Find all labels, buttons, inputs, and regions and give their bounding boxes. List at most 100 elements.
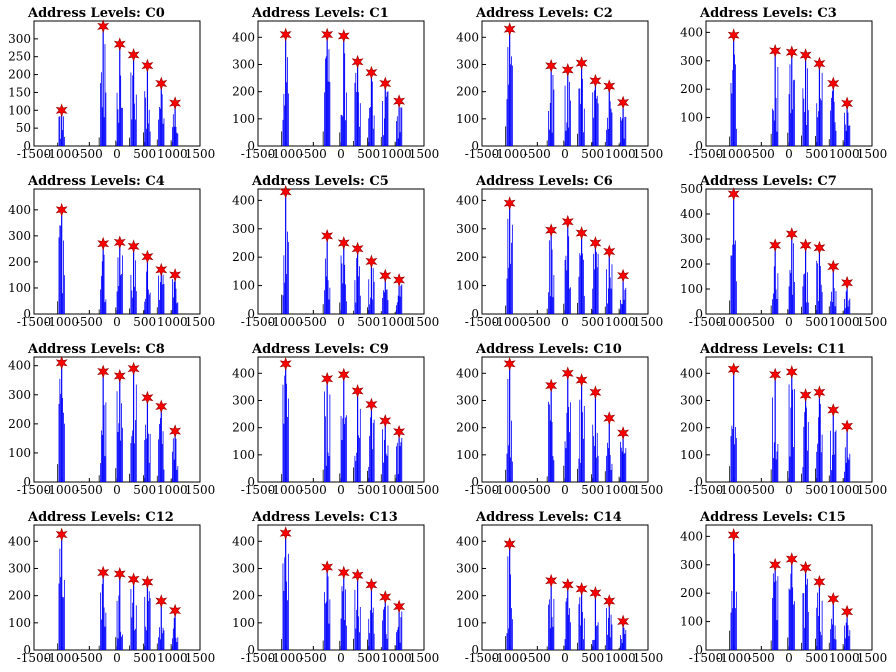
chart-title: Address Levels: C9 [251, 342, 389, 357]
level-marker [155, 594, 168, 609]
level-marker [155, 399, 168, 414]
x-tick-label: -500 [76, 315, 103, 329]
x-tick-label: 1500 [409, 147, 440, 161]
x-tick-label: 1000 [829, 315, 860, 329]
level-marker [365, 254, 378, 269]
x-tick-label: 500 [357, 483, 380, 497]
x-tick-label: -1000 [716, 147, 751, 161]
x-tick-label: 1500 [185, 315, 216, 329]
x-tick-label: 1000 [829, 483, 860, 497]
level-marker [617, 426, 630, 441]
chart-title: Address Levels: C12 [27, 510, 174, 525]
level-marker [127, 48, 140, 62]
x-tick-label: -1000 [44, 147, 79, 161]
x-tick-label: -500 [748, 147, 775, 161]
level-marker [337, 565, 350, 580]
x-tick-label: -1000 [716, 315, 751, 329]
x-tick-label: 500 [581, 147, 604, 161]
y-tick-label: 0 [471, 475, 479, 489]
level-marker [603, 411, 616, 426]
y-tick-label: 400 [232, 193, 255, 207]
y-tick-label: 300 [232, 222, 255, 236]
level-marker [769, 43, 782, 58]
x-tick-label: 1000 [829, 147, 860, 161]
level-marker [379, 76, 392, 91]
chart-panel: Address Levels: C12 0 100 200 300 400 -1500-10… [8, 510, 215, 665]
level-marker [603, 79, 616, 94]
y-tick-label: 0 [23, 307, 31, 321]
level-marker [169, 96, 182, 111]
y-tick-label: 0 [695, 643, 703, 657]
level-marker [545, 58, 558, 73]
x-tick-label: -500 [748, 651, 775, 665]
x-tick-label: -1500 [241, 147, 276, 161]
x-tick-label: 0 [561, 651, 569, 665]
x-tick-label: 0 [337, 651, 345, 665]
x-tick-label: -1000 [268, 315, 303, 329]
y-tick-label: 100 [232, 112, 255, 126]
y-tick-label: 0 [23, 643, 31, 657]
chart-title: Address Levels: C2 [475, 6, 613, 21]
y-tick-label: 0 [247, 139, 255, 153]
level-marker [351, 241, 364, 256]
level-marker [55, 355, 68, 370]
level-marker [545, 378, 558, 393]
level-marker [155, 76, 168, 91]
y-tick-label: 200 [680, 82, 703, 96]
chart-title: Address Levels: C1 [251, 6, 389, 21]
level-marker [279, 27, 292, 42]
level-marker [351, 568, 364, 583]
chart-title: Address Levels: C14 [475, 510, 622, 525]
y-tick-label: 100 [680, 111, 703, 125]
y-tick-label: 300 [8, 561, 31, 575]
x-tick-label: 1500 [185, 147, 216, 161]
chart-panel: Address Levels: C3 0 100 200 300 400 -1500-100… [680, 6, 887, 161]
level-marker [561, 577, 574, 592]
y-tick-label: 200 [232, 250, 255, 264]
x-tick-label: 0 [337, 147, 345, 161]
x-tick-label: -500 [300, 315, 327, 329]
level-marker [337, 236, 350, 250]
y-tick-label: 300 [8, 388, 31, 402]
y-tick-label: 300 [232, 393, 255, 407]
level-marker [589, 586, 602, 600]
chart-title: Address Levels: C5 [251, 174, 389, 189]
x-tick-label: 1000 [605, 315, 636, 329]
x-tick-label: -1500 [465, 651, 500, 665]
level-marker [545, 223, 558, 238]
y-tick-label: 400 [232, 534, 255, 548]
x-tick-label: 0 [113, 651, 121, 665]
level-marker [575, 373, 588, 388]
x-tick-label: 500 [133, 651, 156, 665]
y-tick-label: 0 [247, 643, 255, 657]
x-tick-label: 1500 [857, 651, 888, 665]
level-marker [727, 362, 740, 377]
level-marker [841, 96, 854, 111]
y-tick-label: 100 [680, 615, 703, 629]
y-tick-label: 0 [695, 139, 703, 153]
x-tick-label: -1500 [465, 483, 500, 497]
x-tick-label: -1000 [44, 315, 79, 329]
level-marker [279, 184, 292, 199]
level-marker [813, 574, 826, 589]
x-tick-label: 0 [561, 483, 569, 497]
level-marker [561, 366, 574, 381]
x-tick-label: 1500 [633, 651, 664, 665]
y-tick-label: 300 [680, 393, 703, 407]
level-marker [799, 388, 812, 402]
y-tick-label: 50 [16, 121, 31, 135]
x-tick-label: -1500 [241, 483, 276, 497]
y-tick-label: 200 [456, 250, 479, 264]
x-tick-label: 500 [805, 147, 828, 161]
level-marker [813, 240, 826, 255]
level-marker [827, 591, 840, 606]
y-tick-label: 0 [23, 139, 31, 153]
level-marker [127, 361, 140, 376]
y-tick-label: 300 [232, 57, 255, 71]
x-tick-label: 500 [581, 483, 604, 497]
level-marker [727, 528, 740, 542]
x-tick-label: -1000 [44, 651, 79, 665]
chart-panel: Address Levels: C2 0 100 200 300 400 -1500-100… [456, 6, 663, 161]
level-marker [589, 385, 602, 400]
chart-panel: Address Levels: C14 0 100 200 300 400 -1500-10… [456, 510, 663, 665]
